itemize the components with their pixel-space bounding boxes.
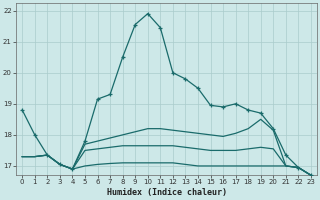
X-axis label: Humidex (Indice chaleur): Humidex (Indice chaleur)	[107, 188, 227, 197]
